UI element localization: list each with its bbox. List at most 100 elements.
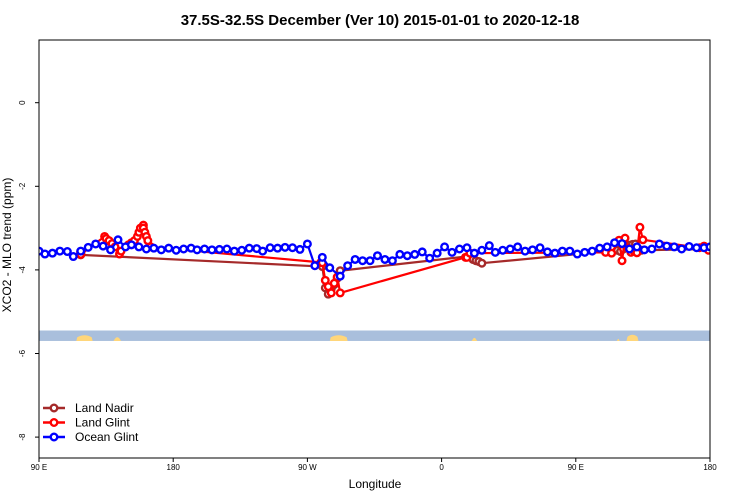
world-map-band — [39, 330, 710, 341]
x-tick-label: 180 — [703, 463, 717, 472]
data-point — [638, 235, 648, 245]
data-point — [106, 245, 116, 255]
x-axis: 90 E 180 90 W 0 90 E 180 — [31, 458, 717, 472]
data-point — [454, 244, 464, 254]
map-land-new-zealand — [113, 337, 122, 341]
data-point — [705, 242, 710, 252]
legend-label: Land Nadir — [75, 401, 134, 415]
data-point — [417, 247, 427, 257]
y-tick-label: -2 — [18, 182, 27, 190]
data-point — [258, 246, 268, 256]
data-point — [113, 235, 123, 245]
data-point — [207, 245, 217, 255]
data-point — [607, 248, 617, 258]
data-point — [587, 246, 597, 256]
data-point — [273, 243, 283, 253]
map-land-south-america — [329, 335, 348, 341]
x-axis-title: Longitude — [349, 477, 402, 491]
data-point — [402, 251, 412, 261]
data-point — [505, 244, 515, 254]
data-point — [528, 245, 538, 255]
data-point — [149, 243, 159, 253]
data-point — [200, 244, 210, 254]
data-point — [602, 242, 612, 252]
data-point — [550, 248, 560, 258]
data-point — [68, 252, 78, 262]
data-point — [326, 288, 336, 298]
data-point — [462, 243, 472, 253]
data-point — [126, 240, 136, 250]
legend-item: Ocean Glint — [43, 430, 139, 444]
data-point — [410, 249, 420, 259]
data-point — [40, 249, 50, 259]
data-point — [395, 249, 405, 259]
data-point — [617, 256, 627, 266]
data-point — [535, 243, 545, 253]
data-point — [484, 241, 494, 251]
data-point — [237, 245, 247, 255]
data-point — [350, 254, 360, 264]
data-point — [76, 246, 86, 256]
map-land-south-africa — [471, 337, 478, 341]
y-tick-label: -8 — [18, 433, 27, 441]
y-tick-label: -4 — [18, 266, 27, 274]
data-point — [617, 239, 627, 249]
x-tick-label: 90 E — [568, 463, 584, 472]
data-point — [632, 242, 642, 252]
data-point — [317, 252, 327, 262]
data-point — [557, 246, 567, 256]
y-axis-title: XCO2 - MLO trend (ppm) — [0, 178, 14, 313]
data-point — [595, 243, 605, 253]
chart-title: 37.5S-32.5S December (Ver 10) 2015-01-01… — [181, 12, 580, 29]
data-point — [295, 244, 305, 254]
x-tick-label: 90 W — [298, 463, 317, 472]
data-point — [62, 247, 72, 257]
y-tick-label: -6 — [18, 349, 27, 357]
legend-marker — [49, 432, 59, 442]
data-point — [55, 246, 65, 256]
data-point — [229, 246, 239, 256]
map-land-australia — [76, 335, 93, 341]
data-point — [684, 241, 694, 251]
legend-marker — [49, 418, 59, 428]
data-point — [365, 256, 375, 266]
legend-item: Land Nadir — [43, 401, 134, 415]
data-point — [647, 244, 657, 254]
data-point — [134, 242, 144, 252]
data-point — [244, 243, 254, 253]
data-point — [440, 242, 450, 252]
data-point — [164, 243, 174, 253]
legend-label: Ocean Glint — [75, 430, 139, 444]
x-tick-label: 0 — [439, 463, 444, 472]
data-point — [425, 253, 435, 263]
data-point — [635, 222, 645, 232]
data-point — [669, 242, 679, 252]
data-point — [335, 288, 345, 298]
plot-frame — [38, 39, 711, 459]
data-point — [662, 241, 672, 251]
legend-marker — [49, 403, 59, 413]
data-point — [610, 238, 620, 248]
data-point — [98, 241, 108, 251]
data-point — [542, 247, 552, 257]
data-point — [513, 242, 523, 252]
data-point — [580, 247, 590, 257]
data-point — [639, 245, 649, 255]
x-tick-label: 180 — [167, 463, 181, 472]
data-point — [372, 251, 382, 261]
data-point — [387, 256, 397, 266]
data-point — [265, 243, 275, 253]
data-point — [380, 254, 390, 264]
legend-label: Land Glint — [75, 416, 130, 430]
data-point — [280, 242, 290, 252]
data-point — [490, 247, 500, 257]
data-point — [469, 248, 479, 258]
series-ocean-glint — [39, 235, 710, 281]
data-point — [310, 261, 320, 271]
data-point — [302, 239, 312, 249]
data-point — [214, 244, 224, 254]
data-point — [677, 244, 687, 254]
data-point — [222, 244, 232, 254]
